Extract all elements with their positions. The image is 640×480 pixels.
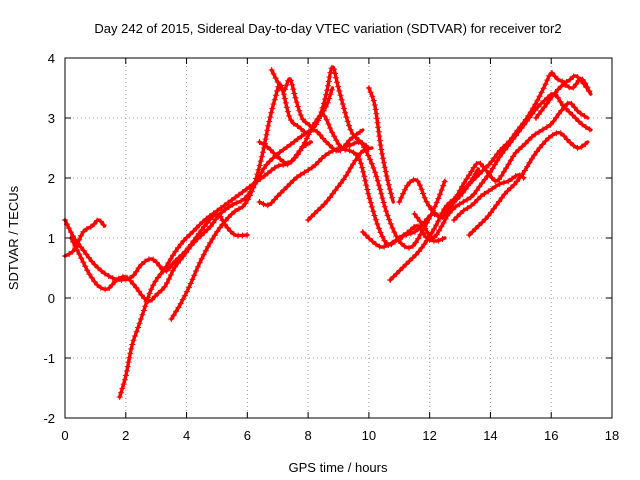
x-tick-label: 8 [304,428,311,443]
x-axis-label: GPS time / hours [289,460,388,475]
y-tick-label: -1 [43,351,55,366]
series-markers-track-10 [359,223,446,250]
x-tick-label: 10 [362,428,376,443]
y-tick-label: 3 [48,111,55,126]
y-tick-label: 1 [48,231,55,246]
series-markers-track-16 [451,172,527,223]
x-tick-label: 14 [483,428,497,443]
series-markers-track-17 [533,76,593,121]
series-markers-track-9 [305,145,372,223]
x-tick-label: 6 [244,428,251,443]
x-tick-label: 12 [422,428,436,443]
series-track-4 [118,140,313,399]
x-tick-label: 16 [544,428,558,443]
y-axis-label: SDTVAR / TECUs [6,185,21,290]
series-group [62,65,593,400]
y-tick-label: 2 [48,171,55,186]
y-tick-label: -2 [43,411,55,426]
x-tick-label: 0 [61,428,68,443]
x-tick-label: 4 [183,428,190,443]
y-tick-label: 0 [48,291,55,306]
series-markers-track-8 [256,139,370,209]
series-markers-track-13 [396,91,593,221]
x-tick-label: 2 [122,428,129,443]
chart-title: Day 242 of 2015, Sidereal Day-to-day VTE… [94,21,561,36]
y-tick-label: 4 [48,51,55,66]
x-tick-label: 18 [605,428,619,443]
series-track-5 [169,82,335,321]
series-markers-track-4 [116,139,313,400]
series-markers-track-11 [365,85,396,201]
series-markers-track-14 [411,100,588,241]
